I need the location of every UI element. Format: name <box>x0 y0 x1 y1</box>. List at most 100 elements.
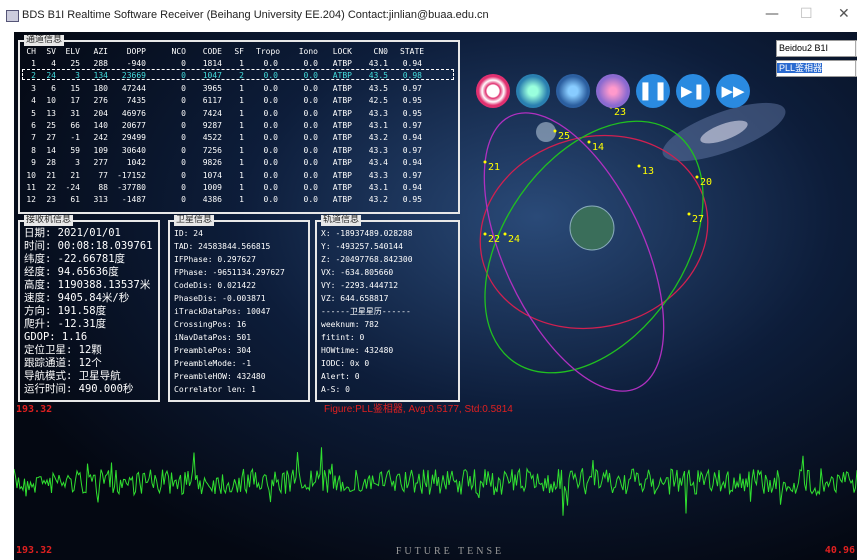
info-line: A-S: 0 <box>321 385 350 394</box>
sky-plot: 23 25 14 21 13 20 27 22 24 <box>479 102 786 392</box>
info-line: 高度: 1190388.13537米 <box>24 279 151 291</box>
table-cell: 0.0 <box>303 158 318 168</box>
table-cell: 0.0 <box>263 183 278 192</box>
table-cell: 9 <box>31 158 36 168</box>
table-cell: 88 <box>98 183 108 192</box>
table-cell: -1487 <box>121 195 146 205</box>
table-cell: 140 <box>93 121 108 130</box>
table-cell: 6 <box>31 121 36 130</box>
table-cell: 242 <box>93 133 108 143</box>
fast-forward-button[interactable]: ▶▶ <box>716 74 750 108</box>
table-cell: 0.95 <box>402 195 422 205</box>
network-button[interactable] <box>596 74 630 108</box>
table-cell: 4 <box>51 59 56 68</box>
table-cell: ATBP <box>332 133 352 143</box>
table-cell: 1 <box>239 108 244 118</box>
select-text: PLL鉴相器 <box>777 63 823 73</box>
record-button[interactable] <box>476 74 510 108</box>
satellite-label: 24 <box>508 234 520 245</box>
figure-select[interactable]: PLL鉴相器 ▼ <box>776 60 857 77</box>
orbit-purple <box>483 112 665 392</box>
table-cell: 0.0 <box>263 195 278 205</box>
table-cell: 47244 <box>121 83 146 93</box>
galaxy-core <box>700 120 748 144</box>
table-header: Iono <box>298 47 318 56</box>
table-cell: 0.0 <box>263 145 278 155</box>
globe-button[interactable] <box>516 74 550 108</box>
table-cell: 0.0 <box>263 158 278 168</box>
select-text: Beidou2 B1I <box>779 43 829 53</box>
table-cell: 1 <box>239 83 244 93</box>
table-cell: 13 <box>46 108 56 118</box>
table-cell: 1 <box>239 59 244 68</box>
info-line: iTrackDataPos: 10047 <box>174 307 271 316</box>
table-cell: 0.0 <box>303 195 318 205</box>
table-cell: 1 <box>239 158 244 168</box>
minimize-button[interactable]: — <box>765 6 779 22</box>
satellite-dot <box>483 160 487 164</box>
table-cell: 0 <box>181 108 186 118</box>
table-cell: 1 <box>239 183 244 192</box>
table-cell: ATBP <box>332 71 352 81</box>
table-cell: 0.0 <box>303 96 318 106</box>
panel-title: 卫星信息 <box>174 215 215 226</box>
waveform-plot: 193.32 193.32 40.96 Figure:PLL鉴相器, Avg:0… <box>14 402 857 557</box>
satellite-dot <box>483 232 487 236</box>
table-cell: 0 <box>181 145 186 155</box>
close-button[interactable]: ✕ <box>838 6 850 22</box>
panel-title: 通道信息 <box>24 35 65 46</box>
table-cell: 0.97 <box>402 121 422 130</box>
table-cell: 0 <box>181 170 186 180</box>
footer-text: FUTURE TENSE <box>396 546 504 557</box>
table-cell: 5 <box>31 108 36 118</box>
maximize-button[interactable]: ☐ <box>800 6 813 22</box>
table-cell: 0.0 <box>263 83 278 93</box>
satellite-panel: 卫星信息 ID: 24 TAD: 24583844.566815 IFPhase: 0… <box>168 215 310 402</box>
selected-row <box>22 69 454 81</box>
waveform-bottom-label: 193.32 <box>16 545 52 556</box>
table-cell: ATBP <box>332 183 352 192</box>
info-line: ID: 24 <box>174 229 203 238</box>
table-cell: 59 <box>70 145 80 155</box>
table-cell: 0.0 <box>263 71 278 81</box>
info-line: 跟踪通道: 12个 <box>24 357 102 369</box>
table-cell: 2 <box>239 71 244 81</box>
info-line: PreambleHOW: 432480 <box>174 372 266 381</box>
table-cell: 0.0 <box>303 133 318 143</box>
table-cell: 25 <box>70 59 80 68</box>
app-icon <box>6 10 19 22</box>
satellite-label: 23 <box>614 107 626 118</box>
table-cell: 3 <box>31 83 36 93</box>
table-cell: 25 <box>46 121 56 130</box>
info-line: iNavDataPos: 501 <box>174 333 252 342</box>
system-select[interactable]: Beidou2 B1I ▼ <box>776 40 857 57</box>
table-cell: 0.0 <box>263 170 278 180</box>
table-cell: ATBP <box>332 158 352 168</box>
step-button[interactable]: ▶❚ <box>676 74 710 108</box>
satellite-label: 13 <box>642 166 654 177</box>
table-cell: 0 <box>181 96 186 106</box>
pause-button[interactable]: ❚❚ <box>636 74 670 108</box>
table-cell: 27 <box>46 133 56 143</box>
table-header: STATE <box>400 47 425 56</box>
waveform-top-label: 193.32 <box>16 404 52 415</box>
panel-title: 接收机信息 <box>24 215 74 226</box>
table-cell: 0.0 <box>303 145 318 155</box>
info-line: TAD: 24583844.566815 <box>174 242 271 251</box>
window-title: BDS B1I Realtime Software Receiver (Beih… <box>22 9 489 21</box>
table-cell: 0 <box>181 83 186 93</box>
location-button[interactable] <box>556 74 590 108</box>
title-bar: BDS B1I Realtime Software Receiver (Beih… <box>0 0 857 32</box>
table-cell: 276 <box>93 96 108 106</box>
table-cell: 0.94 <box>402 59 422 68</box>
table-cell: 43.5 <box>368 71 388 81</box>
table-cell: 24 <box>46 71 56 81</box>
table-header: ELV <box>65 47 80 56</box>
table-header: SF <box>234 47 244 56</box>
info-line: 运行时间: 490.000秒 <box>24 383 134 395</box>
orbit-panel: 轨道信息 X: -18937489.028288 Y: -493257.540144… <box>315 215 460 402</box>
select-arrow: ▼ <box>855 61 857 76</box>
table-cell: 6 <box>51 83 56 93</box>
